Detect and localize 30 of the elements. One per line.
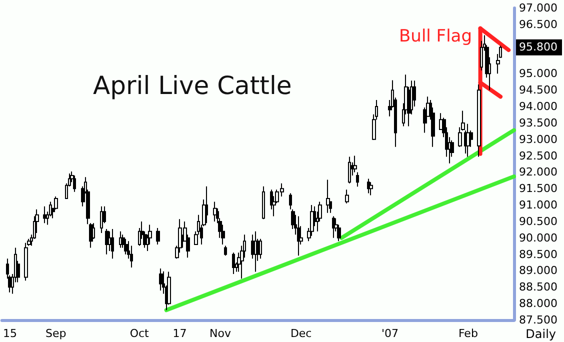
x-tick-label: 17 — [172, 327, 187, 340]
y-tick-label: 92.500 — [519, 149, 558, 162]
y-tick-label: 91.500 — [519, 182, 558, 196]
text: Daily — [526, 327, 556, 341]
y-tick-label: 97.000 — [519, 2, 558, 14]
y-tick-label: 94.500 — [519, 84, 558, 97]
y-tick-label: 95.000 — [519, 67, 558, 80]
text: 95.800 — [519, 40, 558, 54]
y-tick-label: 91.000 — [519, 198, 558, 212]
annotation: Bull Flag — [399, 26, 472, 46]
x-tick-label: Sep — [45, 327, 66, 340]
y-tick-label: 89.500 — [519, 248, 558, 261]
x-tick-label: '07 — [382, 327, 399, 340]
y-tick-label: 94.000 — [519, 100, 558, 114]
y-tick-label: 93.500 — [519, 116, 558, 130]
x-tick-label: Oct — [130, 327, 150, 340]
y-tick-label: 88.000 — [519, 297, 558, 310]
x-tick-label: 15 — [3, 327, 17, 340]
x-tick-label: Nov — [209, 327, 232, 340]
y-tick-label: 90.000 — [519, 231, 558, 244]
y-tick-label: 88.500 — [519, 280, 558, 294]
y-tick-label: 96.500 — [519, 18, 558, 31]
x-tick-label: Dec — [290, 327, 312, 340]
y-tick-label: 87.500 — [519, 314, 558, 326]
x-tick-label: Feb — [458, 327, 478, 340]
y-tick-label: 92.000 — [519, 166, 558, 179]
y-tick-label: 89.000 — [519, 264, 558, 278]
text: April Live Cattle — [93, 71, 292, 100]
y-tick-label: 93.000 — [519, 132, 558, 146]
y-tick-label: 90.500 — [519, 214, 558, 228]
